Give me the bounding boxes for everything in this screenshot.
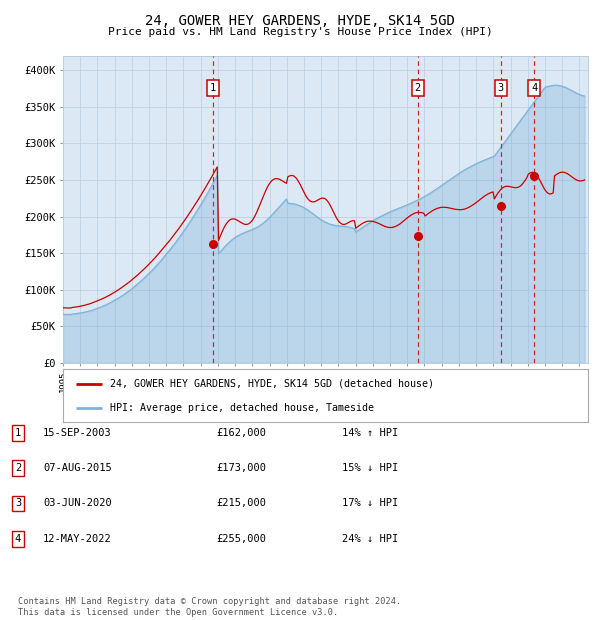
Text: 2: 2 (415, 83, 421, 93)
Text: 15-SEP-2003: 15-SEP-2003 (43, 428, 112, 438)
Text: 17% ↓ HPI: 17% ↓ HPI (342, 498, 398, 508)
Text: 2: 2 (15, 463, 21, 473)
Text: £162,000: £162,000 (216, 428, 266, 438)
Text: £255,000: £255,000 (216, 534, 266, 544)
Text: 14% ↑ HPI: 14% ↑ HPI (342, 428, 398, 438)
Text: Price paid vs. HM Land Registry's House Price Index (HPI): Price paid vs. HM Land Registry's House … (107, 27, 493, 37)
Text: 3: 3 (15, 498, 21, 508)
Text: 07-AUG-2015: 07-AUG-2015 (43, 463, 112, 473)
Text: 1: 1 (210, 83, 216, 93)
Text: 3: 3 (497, 83, 503, 93)
Text: 15% ↓ HPI: 15% ↓ HPI (342, 463, 398, 473)
Text: 24, GOWER HEY GARDENS, HYDE, SK14 5GD (detached house): 24, GOWER HEY GARDENS, HYDE, SK14 5GD (d… (110, 379, 434, 389)
Text: Contains HM Land Registry data © Crown copyright and database right 2024.
This d: Contains HM Land Registry data © Crown c… (18, 598, 401, 617)
Text: 03-JUN-2020: 03-JUN-2020 (43, 498, 112, 508)
Text: 4: 4 (15, 534, 21, 544)
Text: £215,000: £215,000 (216, 498, 266, 508)
Text: 24% ↓ HPI: 24% ↓ HPI (342, 534, 398, 544)
Text: 1: 1 (15, 428, 21, 438)
Text: 12-MAY-2022: 12-MAY-2022 (43, 534, 112, 544)
Text: 24, GOWER HEY GARDENS, HYDE, SK14 5GD: 24, GOWER HEY GARDENS, HYDE, SK14 5GD (145, 14, 455, 28)
Text: 4: 4 (531, 83, 537, 93)
Text: HPI: Average price, detached house, Tameside: HPI: Average price, detached house, Tame… (110, 404, 374, 414)
Text: £173,000: £173,000 (216, 463, 266, 473)
